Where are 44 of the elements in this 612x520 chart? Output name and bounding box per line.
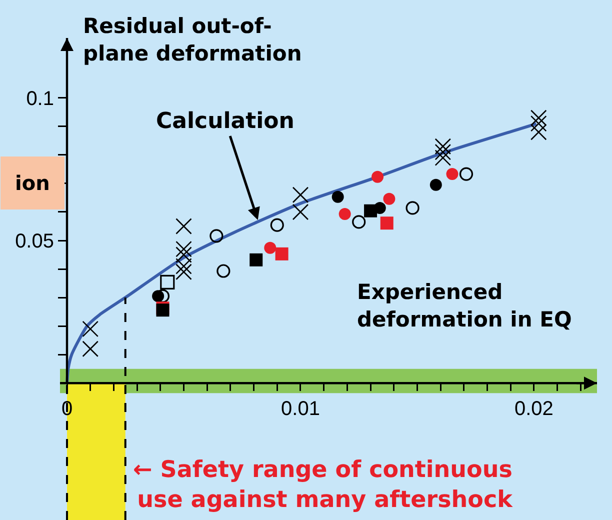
x-axis-title: Experienced deformation in EQ [357,280,572,332]
x-tick-label: 0.01 [281,398,320,420]
point [292,204,309,220]
point [332,190,344,203]
point [380,216,394,230]
point [430,178,442,191]
point [372,170,384,183]
point [530,115,547,132]
point [434,150,452,166]
y-tick-label: 0.05 [15,230,54,252]
point [82,340,98,358]
point [530,124,547,140]
point [264,242,276,254]
point [530,110,547,126]
point [152,290,164,302]
x-tick-label: 0.02 [514,398,554,420]
point [176,218,192,234]
band-label: ← Safety range of continuous use against many aftershock [133,457,514,513]
point [434,138,452,155]
point [82,320,98,338]
x-tick-label: 0 [61,398,73,420]
annotation: Calculation [156,109,294,134]
point [250,253,263,266]
point [383,192,396,205]
point [160,274,175,290]
text: ion [15,171,50,195]
point [216,264,230,278]
point [352,215,366,229]
point [338,208,351,220]
point [406,201,420,215]
point [210,229,224,243]
point [176,240,192,258]
point [176,264,192,280]
point [459,167,474,181]
point [364,204,378,218]
point [434,144,452,160]
y-axis-title: Residual out-of- plane deformation [83,14,302,66]
point [275,247,288,260]
point [176,258,192,274]
point [176,246,192,263]
point [446,168,458,180]
point [270,218,284,232]
y-tick-label: 0.1 [26,88,54,110]
point [292,186,309,204]
